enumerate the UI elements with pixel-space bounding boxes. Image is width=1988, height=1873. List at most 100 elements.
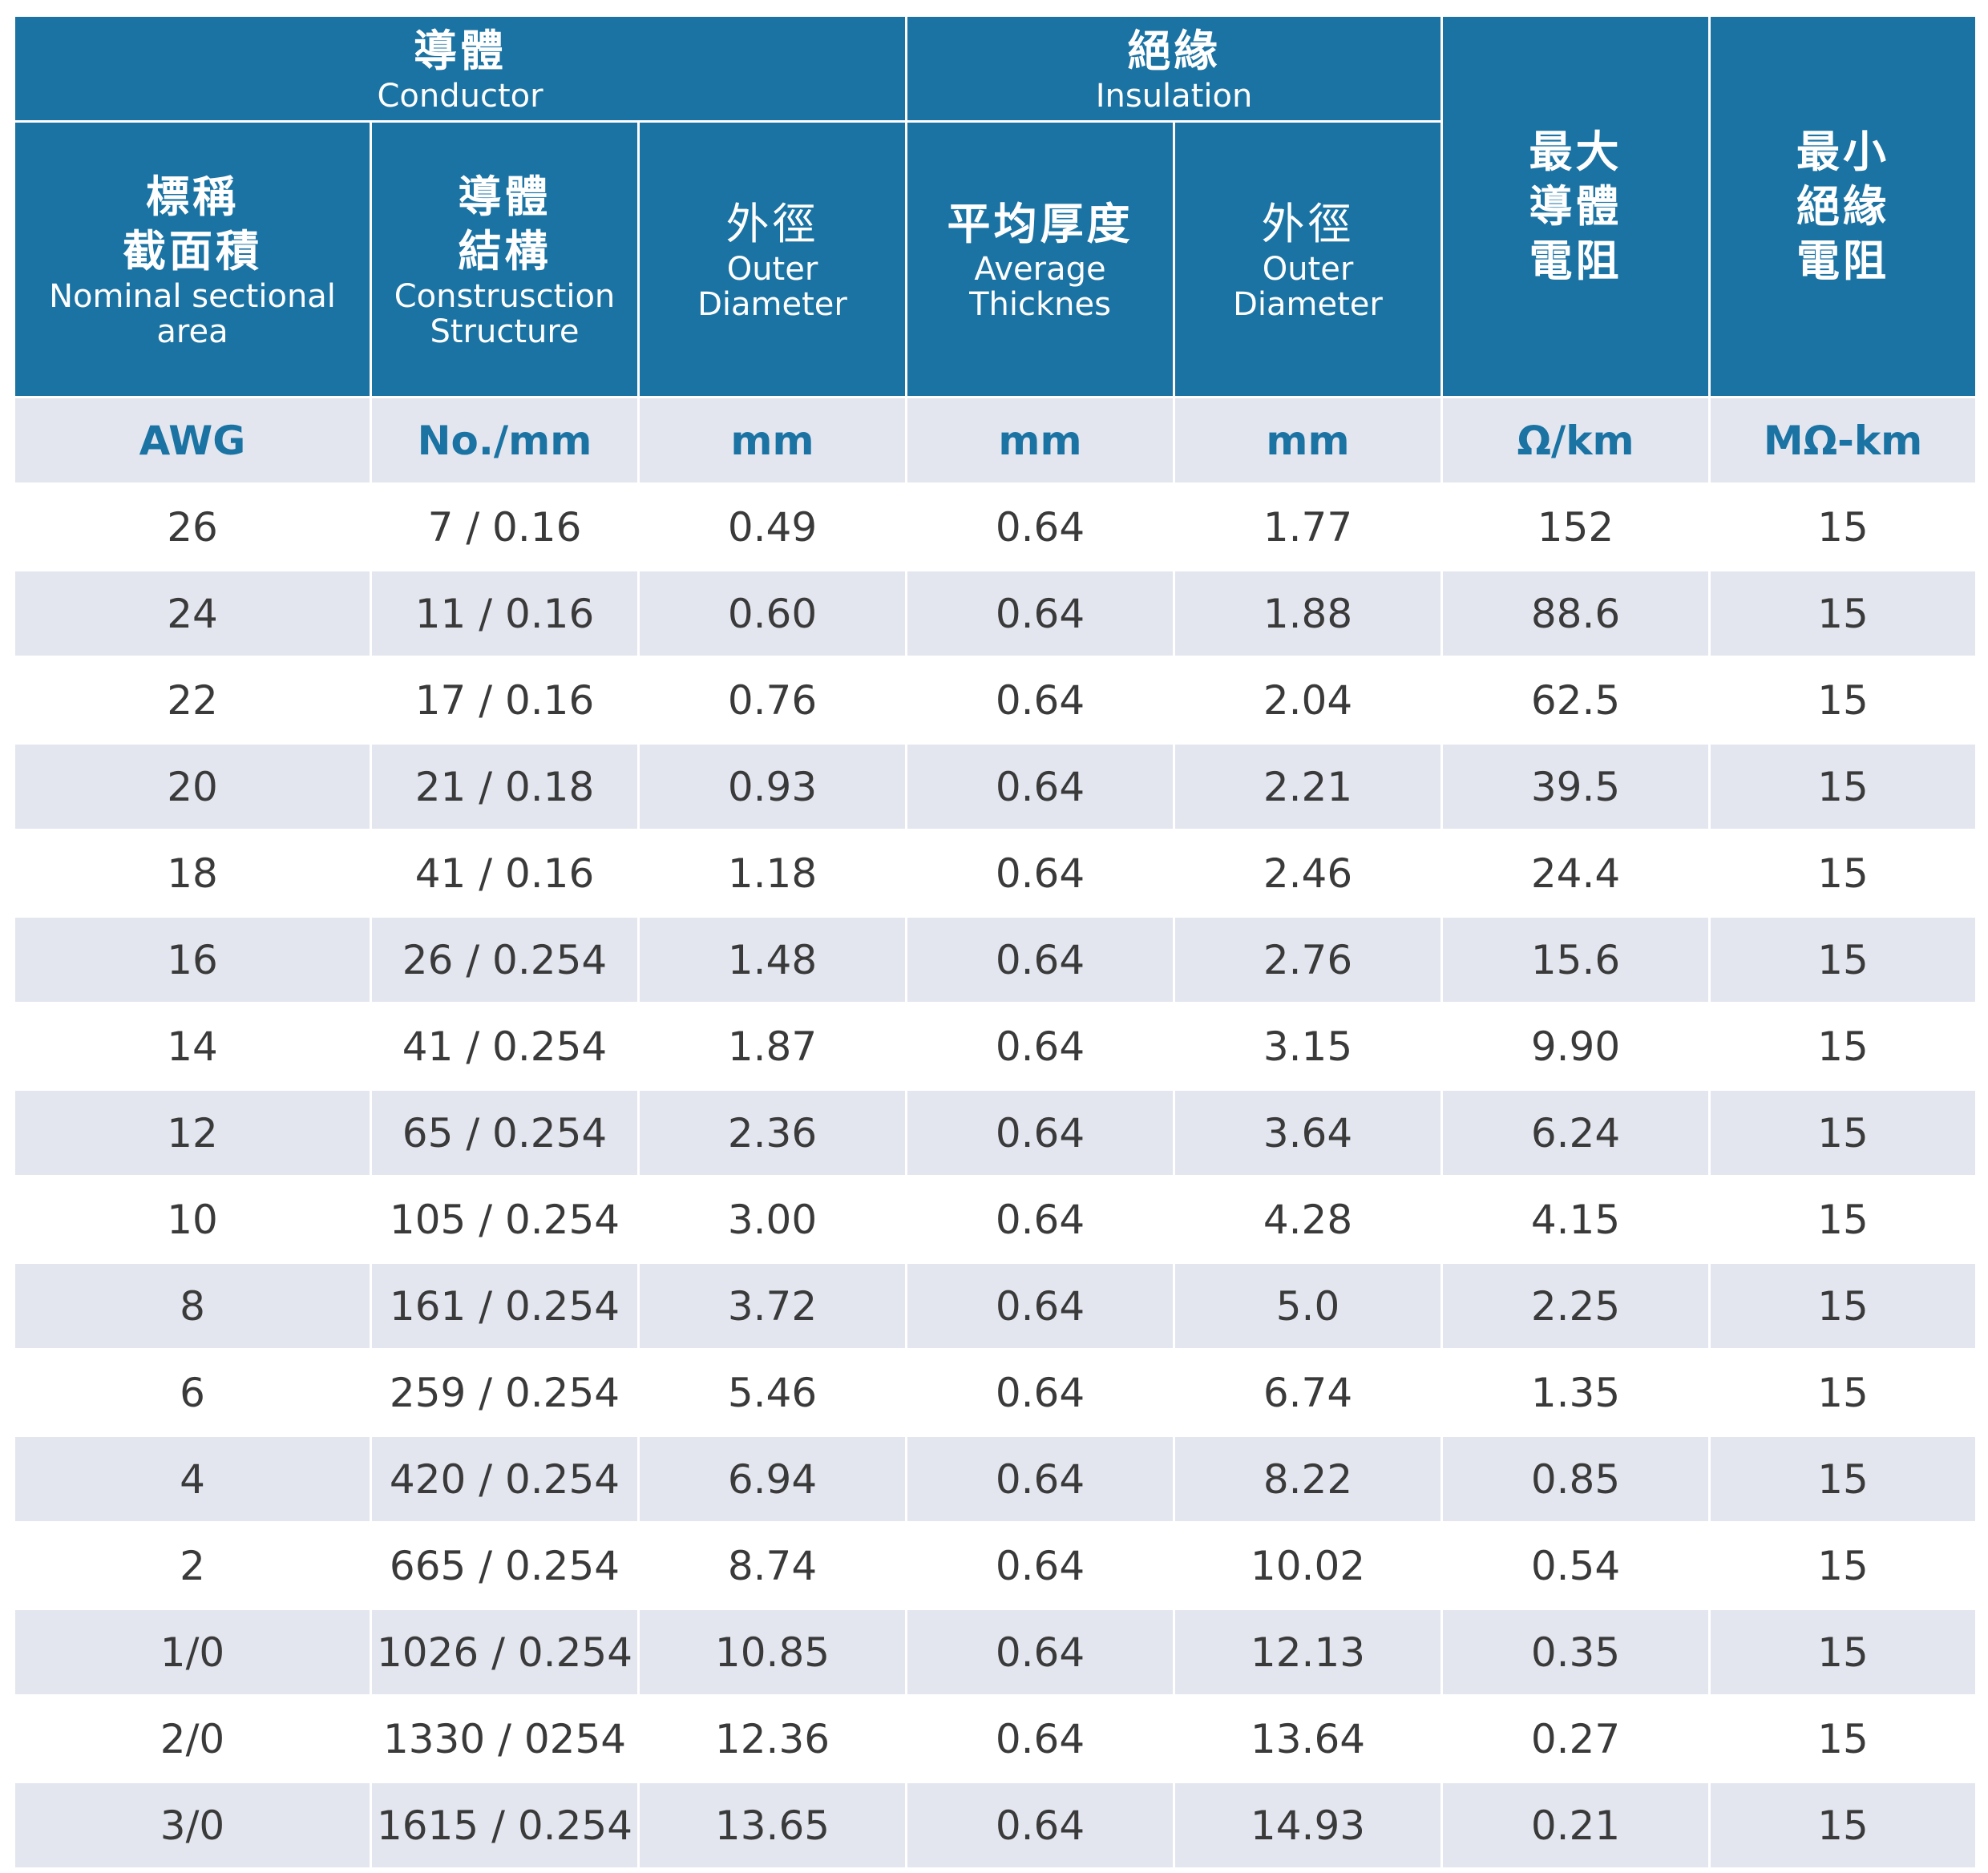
- unit-resistance: Ω/km: [1440, 397, 1711, 485]
- insulation-resistance-cell: 15: [1708, 1262, 1978, 1350]
- table-row: 24 11 / 0.16 0.60 0.64 1.88 88.6 15: [13, 570, 1978, 658]
- resistance-cell: 88.6: [1440, 570, 1711, 658]
- awg-cell: 2: [13, 1522, 372, 1610]
- table-row: 20 21 / 0.18 0.93 0.64 2.21 39.5 15: [13, 743, 1978, 831]
- awg-cell: 24: [13, 570, 372, 658]
- table-row: 3/0 1615 / 0.254 13.65 0.64 14.93 0.21 15: [13, 1782, 1978, 1870]
- cond-outer-cell: 6.94: [637, 1435, 907, 1524]
- table-row: 6 259 / 0.254 5.46 0.64 6.74 1.35 15: [13, 1349, 1978, 1437]
- construction-zh-line-2: 結構: [458, 225, 552, 277]
- cond-outer-cell: 12.36: [637, 1695, 907, 1783]
- min-insulation-header: 最小 絕緣 電阻: [1708, 14, 1978, 398]
- insulation-resistance-cell: 15: [1708, 1782, 1978, 1870]
- insulation-resistance-cell: 15: [1708, 483, 1978, 571]
- construction-cell: 259 / 0.254: [370, 1349, 640, 1437]
- cable-spec-table: 導體 Conductor 絕緣 Insulation 最大 導體 電阻 最小 絕…: [13, 14, 1978, 1870]
- resistance-cell: 0.35: [1440, 1609, 1711, 1697]
- construction-cell: 665 / 0.254: [370, 1522, 640, 1610]
- ins-outer-cell: 4.28: [1173, 1176, 1443, 1264]
- table-row: 1/0 1026 / 0.254 10.85 0.64 12.13 0.35 15: [13, 1609, 1978, 1697]
- table-row: 16 26 / 0.254 1.48 0.64 2.76 15.6 15: [13, 916, 1978, 1004]
- avg-thickness-cell: 0.64: [905, 1609, 1175, 1697]
- resistance-cell: 6.24: [1440, 1089, 1711, 1177]
- awg-cell: 20: [13, 743, 372, 831]
- avg-thickness-cell: 0.64: [905, 1003, 1175, 1091]
- awg-cell: 1/0: [13, 1609, 372, 1697]
- avg-thickness-cell: 0.64: [905, 483, 1175, 571]
- cond-outer-cell: 1.87: [637, 1003, 907, 1091]
- avg-thickness-cell: 0.64: [905, 916, 1175, 1004]
- construction-cell: 161 / 0.254: [370, 1262, 640, 1350]
- ins-outer-cell: 13.64: [1173, 1695, 1443, 1783]
- awg-cell: 16: [13, 916, 372, 1004]
- table-row: 2 665 / 0.254 8.74 0.64 10.02 0.54 15: [13, 1522, 1978, 1610]
- cond-outer-cell: 0.60: [637, 570, 907, 658]
- table-row: 2/0 1330 / 0254 12.36 0.64 13.64 0.27 15: [13, 1695, 1978, 1783]
- insulation-group-header: 絕緣 Insulation: [905, 14, 1443, 123]
- unit-construction: No./mm: [370, 397, 640, 485]
- ins-outer-cell: 2.76: [1173, 916, 1443, 1004]
- awg-cell: 22: [13, 656, 372, 745]
- insulation-zh: 絕緣: [1127, 25, 1221, 76]
- table-row: 18 41 / 0.16 1.18 0.64 2.46 24.4 15: [13, 830, 1978, 918]
- cond-outer-en-line-1: Outer: [726, 250, 818, 288]
- awg-cell: 10: [13, 1176, 372, 1264]
- nominal-zh-line-1: 標稱: [146, 171, 239, 222]
- conductor-zh: 導體: [414, 25, 507, 76]
- ins-outer-cell: 1.77: [1173, 483, 1443, 571]
- table-row: 26 7 / 0.16 0.49 0.64 1.77 152 15: [13, 483, 1978, 571]
- ins-outer-en-line-1: Outer: [1262, 250, 1354, 288]
- ins-outer-cell: 6.74: [1173, 1349, 1443, 1437]
- avg-thickness-cell: 0.64: [905, 1262, 1175, 1350]
- ins-outer-cell: 3.15: [1173, 1003, 1443, 1091]
- awg-cell: 8: [13, 1262, 372, 1350]
- cond-outer-cell: 1.48: [637, 916, 907, 1004]
- construction-header: 導體 結構 Construsction Structure: [370, 120, 640, 398]
- resistance-cell: 0.21: [1440, 1782, 1711, 1870]
- table-body: AWG No./mm mm mm mm Ω/km MΩ-km 26 7 / 0.1…: [13, 397, 1978, 1870]
- cond-outer-cell: 1.18: [637, 830, 907, 918]
- insulation-resistance-cell: 15: [1708, 1003, 1978, 1091]
- nominal-en-line-1: Nominal sectional: [49, 277, 336, 315]
- construction-en-line-2: Structure: [430, 313, 580, 350]
- resistance-cell: 39.5: [1440, 743, 1711, 831]
- ins-outer-cell: 1.88: [1173, 570, 1443, 658]
- ins-outer-zh: 外徑: [1261, 198, 1355, 249]
- cond-outer-zh: 外徑: [725, 198, 819, 249]
- min-insulation-line-3: 電阻: [1796, 235, 1889, 286]
- insulation-resistance-cell: 15: [1708, 656, 1978, 745]
- insulation-resistance-cell: 15: [1708, 1089, 1978, 1177]
- construction-en-line-1: Construsction: [394, 277, 616, 315]
- construction-cell: 7 / 0.16: [370, 483, 640, 571]
- avg-thickness-cell: 0.64: [905, 1089, 1175, 1177]
- insulation-outer-diameter-header: 外徑 Outer Diameter: [1173, 120, 1443, 398]
- table-row: 12 65 / 0.254 2.36 0.64 3.64 6.24 15: [13, 1089, 1978, 1177]
- ins-outer-cell: 8.22: [1173, 1435, 1443, 1524]
- ins-outer-cell: 3.64: [1173, 1089, 1443, 1177]
- header-group-row: 導體 Conductor 絕緣 Insulation 最大 導體 電阻 最小 絕…: [13, 14, 1978, 398]
- insulation-resistance-cell: 15: [1708, 1522, 1978, 1610]
- max-resistance-header: 最大 導體 電阻: [1440, 14, 1711, 398]
- table-row: 4 420 / 0.254 6.94 0.64 8.22 0.85 15: [13, 1435, 1978, 1524]
- cond-outer-cell: 8.74: [637, 1522, 907, 1610]
- construction-cell: 420 / 0.254: [370, 1435, 640, 1524]
- avg-thickness-cell: 0.64: [905, 743, 1175, 831]
- conductor-outer-diameter-header: 外徑 Outer Diameter: [637, 120, 907, 398]
- avg-thickness-cell: 0.64: [905, 570, 1175, 658]
- awg-cell: 6: [13, 1349, 372, 1437]
- cond-outer-cell: 13.65: [637, 1782, 907, 1870]
- awg-cell: 26: [13, 483, 372, 571]
- resistance-cell: 0.85: [1440, 1435, 1711, 1524]
- insulation-resistance-cell: 15: [1708, 1609, 1978, 1697]
- max-resistance-line-2: 導體: [1529, 180, 1622, 232]
- table-row: 14 41 / 0.254 1.87 0.64 3.15 9.90 15: [13, 1003, 1978, 1091]
- awg-cell: 14: [13, 1003, 372, 1091]
- max-resistance-line-3: 電阻: [1529, 235, 1622, 286]
- construction-cell: 26 / 0.254: [370, 916, 640, 1004]
- unit-insulation-resistance: MΩ-km: [1708, 397, 1978, 485]
- cond-outer-cell: 10.85: [637, 1609, 907, 1697]
- conductor-en: Conductor: [377, 77, 543, 115]
- insulation-resistance-cell: 15: [1708, 1349, 1978, 1437]
- resistance-cell: 62.5: [1440, 656, 1711, 745]
- construction-cell: 21 / 0.18: [370, 743, 640, 831]
